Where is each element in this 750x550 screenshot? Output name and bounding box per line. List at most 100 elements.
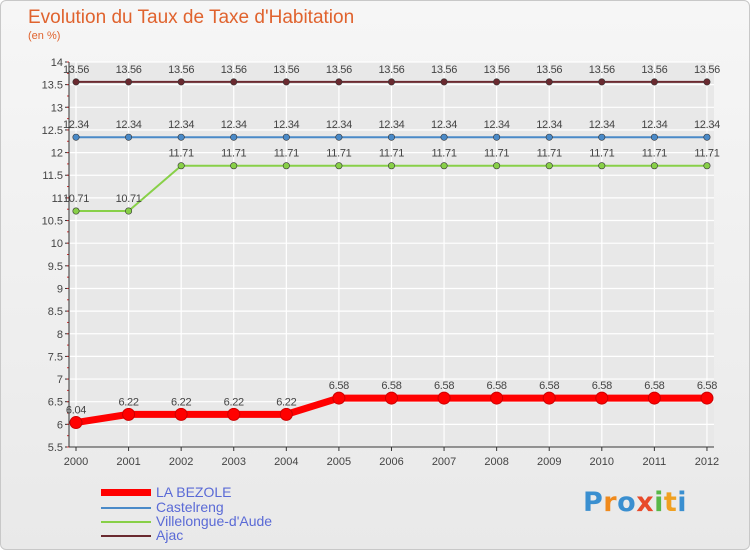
legend-swatch-ajac (101, 535, 151, 537)
x-tick-label: 2007 (432, 456, 456, 468)
y-tick-label: 7.5 (48, 351, 63, 363)
legend-swatch-villelongue (101, 521, 151, 523)
x-tick-label: 2008 (484, 456, 508, 468)
data-label: 12.34 (168, 119, 194, 131)
y-tick-label: 8 (57, 329, 63, 341)
data-label: 12.34 (378, 119, 404, 131)
data-label: 12.34 (116, 119, 142, 131)
data-label: 6.58 (381, 380, 401, 392)
y-tick-label: 6 (57, 419, 63, 431)
chart-title: Evolution du Taux de Taxe d'Habitation (28, 7, 355, 28)
y-tick-label: 5.5 (48, 442, 63, 454)
y-tick-label: 11.5 (42, 170, 63, 182)
logo-letter: o (617, 487, 637, 518)
data-point (703, 78, 711, 86)
proxiti-logo: Proxiti (583, 487, 687, 518)
data-label: 13.56 (589, 64, 615, 76)
y-tick-label: 11 (52, 193, 63, 205)
data-point (279, 407, 293, 421)
data-point (282, 133, 290, 141)
data-label: 13.56 (484, 64, 510, 76)
x-tick-label: 2002 (169, 456, 193, 468)
x-tick-label: 2003 (221, 456, 245, 468)
data-point (493, 78, 501, 86)
data-label: 13.56 (63, 64, 89, 76)
logo-letter: r (603, 487, 618, 518)
data-label: 13.56 (326, 64, 352, 76)
data-point (335, 133, 343, 141)
y-tick-label: 13.5 (42, 80, 63, 92)
y-tick-label: 12 (51, 148, 63, 160)
x-tick-label: 2010 (590, 456, 614, 468)
data-label: 6.22 (276, 396, 296, 408)
data-label: 12.34 (484, 119, 510, 131)
legend-item-villelongue: Villelongue-d'Aude (101, 513, 361, 529)
data-point (177, 133, 185, 141)
data-label: 13.56 (221, 64, 247, 76)
data-label: 13.56 (431, 64, 457, 76)
legend-swatch-la-bezole (101, 489, 151, 496)
data-point (598, 78, 606, 86)
data-label: 6.58 (539, 380, 559, 392)
data-point (545, 78, 553, 86)
x-tick-label: 2004 (274, 456, 298, 468)
data-point (174, 407, 188, 421)
data-point (335, 162, 343, 170)
y-tick-label: 12.5 (42, 125, 63, 137)
data-label: 6.58 (434, 380, 454, 392)
data-label: 11.71 (221, 148, 246, 160)
data-point (545, 133, 553, 141)
y-tick-label: 9.5 (48, 261, 63, 273)
data-label: 13.56 (116, 64, 142, 76)
data-point (230, 162, 238, 170)
data-point (177, 162, 185, 170)
data-point (72, 133, 80, 141)
data-label: 13.56 (273, 64, 299, 76)
data-label: 11.71 (694, 148, 719, 160)
y-tick-label: 6.5 (48, 397, 63, 409)
data-label: 12.34 (326, 119, 352, 131)
x-tick-label: 2001 (116, 456, 140, 468)
data-point (595, 391, 609, 405)
data-point (72, 207, 80, 215)
data-label: 12.34 (694, 119, 720, 131)
data-label: 11.71 (537, 148, 562, 160)
data-label: 6.22 (171, 396, 191, 408)
data-label: 12.34 (273, 119, 299, 131)
data-label: 10.71 (116, 193, 142, 205)
legend-label-castelreng: Castelreng (156, 499, 224, 515)
legend-item-castelreng: Castelreng (101, 499, 361, 515)
data-point (230, 133, 238, 141)
data-label: 11.71 (169, 148, 194, 160)
data-point (177, 78, 185, 86)
legend-item-la-bezole: LA BEZOLE (101, 484, 361, 500)
data-label: 12.34 (63, 119, 89, 131)
x-tick-label: 2005 (327, 456, 351, 468)
legend-swatch-castelreng (101, 507, 151, 509)
chart-subtitle: (en %) (28, 30, 61, 42)
data-point (332, 391, 346, 405)
data-point (437, 391, 451, 405)
data-point (387, 133, 395, 141)
data-point (69, 416, 83, 430)
data-point (703, 162, 711, 170)
data-label: 10.71 (63, 193, 89, 205)
logo-letter: P (583, 487, 604, 518)
data-point (700, 391, 714, 405)
legend-label-la-bezole: LA BEZOLE (156, 484, 232, 500)
y-tick-label: 13 (51, 102, 63, 114)
data-label: 13.56 (168, 64, 194, 76)
x-tick-label: 2011 (643, 456, 667, 468)
x-tick-label: 2009 (537, 456, 561, 468)
data-point (282, 162, 290, 170)
logo-letter: i (677, 487, 688, 518)
data-label: 12.34 (589, 119, 615, 131)
data-label: 6.58 (487, 380, 507, 392)
data-point (387, 78, 395, 86)
data-point (125, 78, 133, 86)
y-tick-label: 10.5 (42, 216, 63, 228)
data-point (598, 162, 606, 170)
data-point (227, 407, 241, 421)
data-label: 12.34 (221, 119, 247, 131)
data-label: 12.34 (431, 119, 457, 131)
